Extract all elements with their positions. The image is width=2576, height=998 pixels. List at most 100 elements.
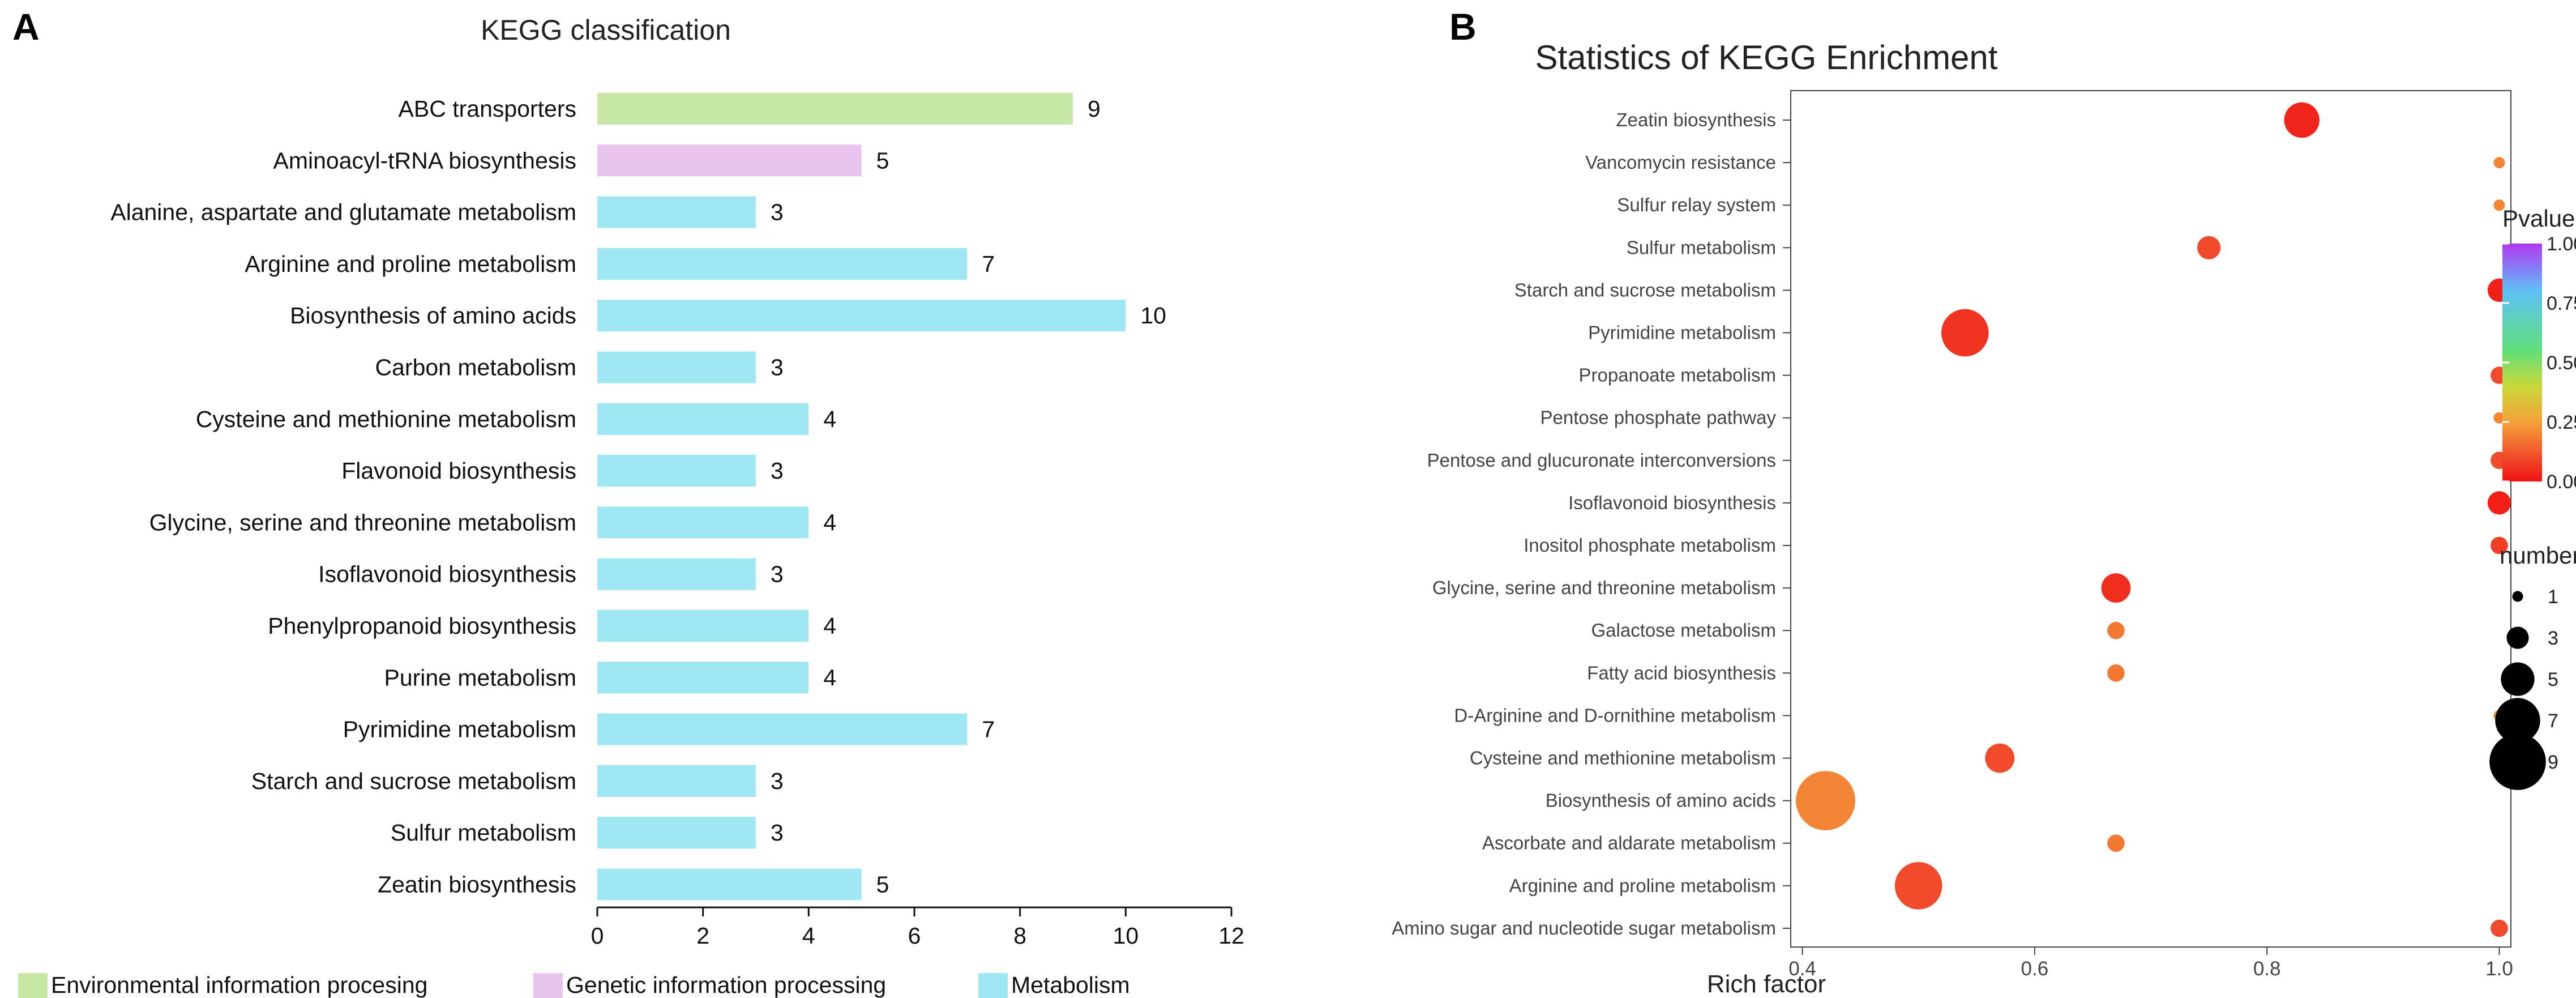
chart-a-value-label: 3 [771, 768, 784, 794]
chart-b-point [1985, 743, 2015, 773]
chart-a-category-label: Aminoacyl-tRNA biosynthesis [273, 147, 576, 173]
chart-a-legend-label: Environmental information procesing [51, 972, 427, 998]
chart-a-bar [597, 713, 968, 745]
chart-a-bar [597, 196, 756, 228]
chart-a-value-label: 3 [771, 199, 784, 225]
chart-a-bar [597, 455, 756, 487]
number-legend-title: number [2500, 542, 2576, 569]
chart-b-pvalue-legend: Pvalue 1.00 0.75 0.50 0.25 0.00 [2502, 205, 2576, 493]
chart-b-category-label: Glycine, serine and threonine metabolism [1432, 577, 1776, 598]
chart-a-value-label: 7 [982, 251, 995, 277]
chart-a-legend-label: Genetic information processing [566, 972, 886, 998]
chart-a-tick-label: 4 [802, 923, 815, 949]
chart-b-point [2107, 834, 2125, 852]
number-legend-dot [2495, 698, 2540, 743]
chart-b-x-tick-label: 1.0 [2485, 958, 2513, 980]
number-legend-dot [2512, 591, 2523, 602]
chart-a-legend: Environmental information procesing Genet… [18, 972, 1130, 998]
chart-a-category-label: Starch and sucrose metabolism [251, 768, 576, 794]
chart-b-point [2493, 412, 2505, 424]
chart-b-x-tick-label: 0.4 [1788, 958, 1816, 980]
chart-b-point [1796, 771, 1855, 830]
chart-b-point [2493, 199, 2505, 211]
chart-a-tick-label: 10 [1113, 923, 1139, 949]
chart-a-bar [597, 403, 809, 435]
chart-a-tick-label: 0 [591, 923, 604, 949]
chart-a-legend-label: Metabolism [1011, 972, 1130, 998]
chart-a-bar [597, 300, 1126, 332]
chart-a-bar [597, 610, 809, 642]
chart-a-category-label: Glycine, serine and threonine metabolism [149, 509, 576, 535]
chart-b-point [2493, 157, 2505, 169]
chart-a-value-label: 10 [1140, 302, 1166, 329]
panel-a-label: A [12, 6, 40, 48]
chart-b-category-label: Pentose and glucuronate interconversions [1427, 450, 1776, 471]
chart-b-plot-area [1790, 90, 2511, 948]
chart-b-category-label: Pyrimidine metabolism [1588, 322, 1776, 343]
chart-b-category-label: Sulfur relay system [1617, 194, 1776, 215]
pvalue-tick-label: 0.75 [2547, 293, 2576, 314]
chart-a-category-label: Alanine, aspartate and glutamate metabol… [110, 199, 576, 225]
chart-b-category-label: Sulfur metabolism [1627, 237, 1776, 258]
panel-a: A KEGG classification ABC transporters 9A… [12, 6, 1244, 998]
chart-b-category-label: Vancomycin resistance [1585, 152, 1776, 173]
number-legend-label: 5 [2548, 669, 2558, 690]
chart-b-point [2107, 621, 2125, 639]
chart-b-category-label: Pentose phosphate pathway [1541, 407, 1777, 428]
chart-a-value-label: 5 [876, 872, 889, 898]
chart-a-value-label: 7 [982, 716, 995, 743]
chart-b-x-tick-label: 0.8 [2253, 958, 2281, 980]
chart-a-value-label: 9 [1088, 96, 1101, 122]
chart-a-value-label: 4 [823, 664, 836, 690]
chart-a-bar [597, 817, 756, 849]
chart-a-title: KEGG classification [481, 14, 731, 46]
chart-b-category-label: Amino sugar and nucleotide sugar metabol… [1392, 918, 1776, 939]
pvalue-tick-label: 0.00 [2547, 471, 2576, 493]
chart-a-legend-swatch [978, 973, 1008, 998]
pvalue-tick-label: 1.00 [2547, 233, 2576, 255]
chart-b-category-label: Fatty acid biosynthesis [1587, 662, 1776, 683]
chart-b-point [1894, 862, 1942, 910]
chart-b-category-label: Isoflavonoid biosynthesis [1568, 492, 1776, 513]
number-legend-label: 1 [2548, 586, 2558, 608]
chart-a-tick-label: 12 [1218, 923, 1244, 949]
number-legend-label: 7 [2548, 710, 2558, 732]
chart-a-category-label: Phenylpropanoid biosynthesis [268, 613, 576, 639]
chart-a-value-label: 4 [823, 406, 836, 432]
chart-b-category-label: Inositol phosphate metabolism [1524, 535, 1776, 556]
chart-b-x-tick-label: 0.6 [2021, 958, 2049, 980]
chart-a-tick-label: 8 [1013, 923, 1026, 949]
chart-b-category-label: Propanoate metabolism [1578, 365, 1776, 386]
pvalue-tick-label: 0.50 [2547, 352, 2576, 374]
chart-b-point [2487, 491, 2511, 515]
chart-b-category-label: Biosynthesis of amino acids [1546, 790, 1776, 811]
chart-a-tick-label: 6 [908, 923, 921, 949]
chart-b-title: Statistics of KEGG Enrichment [1535, 39, 1998, 76]
chart-b-x-axis: 0.4 0.6 0.8 1.0 [1788, 947, 2513, 980]
chart-b-x-axis-title: Rich factor [1707, 970, 1826, 998]
chart-b-y-axis: Zeatin biosynthesis Vancomycin resistance… [1392, 109, 1791, 939]
chart-a-bar [597, 868, 862, 901]
chart-b-category-label: D-Arginine and D-ornithine metabolism [1454, 705, 1776, 726]
panel-b-label: B [1449, 6, 1477, 48]
chart-b-category-label: Ascorbate and aldarate metabolism [1482, 833, 1776, 854]
number-legend-dot [2501, 662, 2535, 696]
chart-a-bar [597, 506, 809, 539]
chart-a-value-label: 5 [876, 147, 889, 173]
chart-a-bar [597, 558, 756, 590]
chart-b-point [2491, 919, 2508, 937]
chart-a-category-label: Purine metabolism [384, 664, 576, 690]
pvalue-tick-label: 0.25 [2547, 412, 2576, 433]
chart-b-point [1941, 309, 1989, 357]
chart-b-point [2107, 664, 2125, 682]
chart-b-category-label: Cysteine and methionine metabolism [1470, 748, 1776, 769]
chart-a-category-label: Flavonoid biosynthesis [341, 458, 576, 484]
chart-a-value-label: 3 [771, 561, 784, 587]
chart-a-value-label: 3 [771, 458, 784, 484]
chart-a-bar [597, 144, 862, 177]
panel-b: B Statistics of KEGG Enrichment Zeatin b… [1392, 6, 2576, 998]
chart-a-value-label: 3 [771, 355, 784, 381]
number-legend-label: 9 [2548, 752, 2558, 773]
chart-a-legend-swatch [18, 973, 48, 998]
